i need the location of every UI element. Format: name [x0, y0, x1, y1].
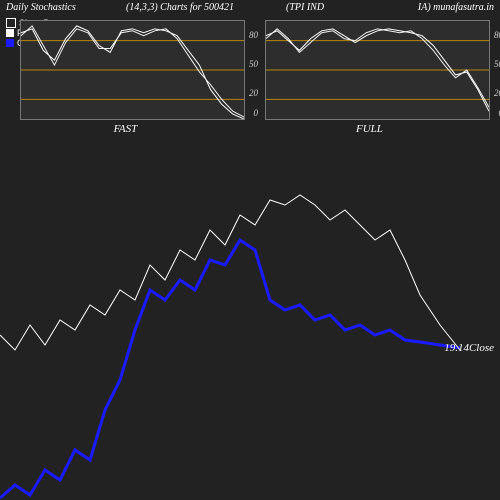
ytick-0: 0	[254, 108, 259, 118]
legend-swatch-slowd	[6, 18, 16, 28]
ytick-50: 50	[249, 59, 258, 69]
panel-fast: FAST 0 20 50 80	[20, 20, 245, 120]
stochastic-panels: FAST 0 20 50 80 FULL 0 20 50 80	[20, 20, 490, 120]
close-label: 19.14Close	[444, 342, 494, 354]
params-text: (14,3,3) Charts for 500421	[126, 2, 286, 16]
main-chart	[0, 150, 500, 500]
title-text: Daily Stochastics	[6, 2, 126, 16]
panel-full-chart	[266, 21, 489, 119]
legend-swatch-obv	[6, 39, 14, 47]
ytick-80: 80	[249, 30, 258, 40]
source-text: IA) munafasutra.in	[386, 2, 494, 16]
panel-label: FAST	[114, 123, 138, 135]
ytick-20: 20	[494, 88, 500, 98]
symbol-text: (TPI IND	[286, 2, 386, 16]
ytick-80: 80	[494, 30, 500, 40]
ytick-20: 20	[249, 88, 258, 98]
panel-label: FULL	[356, 123, 383, 135]
main-chart-svg	[0, 150, 500, 500]
legend-swatch-fastk	[6, 29, 14, 37]
ytick-50: 50	[494, 59, 500, 69]
panel-full: FULL 0 20 50 80	[265, 20, 490, 120]
header-bar: Daily Stochastics (14,3,3) Charts for 50…	[0, 2, 500, 16]
panel-fast-chart	[21, 21, 244, 119]
